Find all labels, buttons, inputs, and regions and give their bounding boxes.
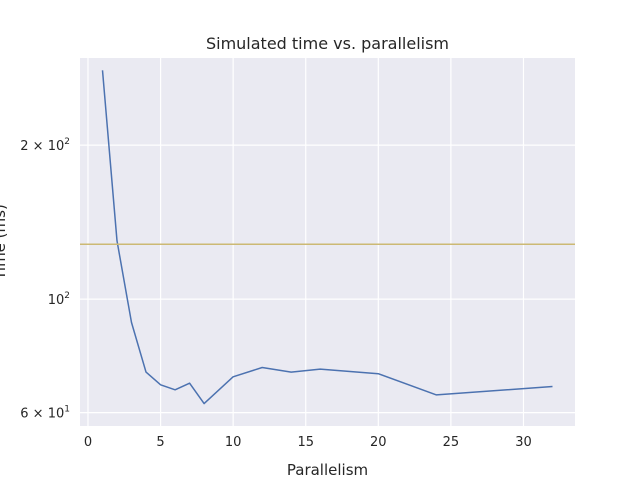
y-tick-base: 2 × 10 bbox=[20, 139, 64, 154]
y-tick-exponent: 2 bbox=[64, 137, 70, 147]
plot-background bbox=[80, 58, 575, 426]
y-tick-label: 6 × 101 bbox=[20, 405, 70, 422]
series-line bbox=[101, 70, 553, 405]
x-tick-label: 20 bbox=[370, 435, 387, 450]
grid bbox=[80, 58, 575, 426]
y-tick-label: 102 bbox=[48, 291, 70, 308]
y-tick-base: 10 bbox=[48, 293, 65, 308]
x-tick-labels: 0 5 10 15 20 25 30 bbox=[84, 435, 532, 450]
series-group bbox=[80, 70, 575, 405]
x-tick-label: 15 bbox=[297, 435, 314, 450]
x-tick-label: 25 bbox=[443, 435, 460, 450]
y-tick-label: 2 × 102 bbox=[20, 137, 70, 154]
chart-title: Simulated time vs. parallelism bbox=[206, 34, 449, 53]
x-tick-label: 0 bbox=[84, 435, 92, 450]
y-tick-exponent: 2 bbox=[64, 291, 70, 301]
x-tick-label: 5 bbox=[156, 435, 164, 450]
y-tick-exponent: 1 bbox=[64, 405, 70, 415]
y-axis-label: Time (ms) bbox=[0, 204, 9, 281]
y-tick-base: 6 × 10 bbox=[20, 407, 64, 422]
x-axis-label: Parallelism bbox=[287, 461, 368, 479]
x-tick-label: 30 bbox=[515, 435, 532, 450]
x-tick-label: 10 bbox=[225, 435, 242, 450]
